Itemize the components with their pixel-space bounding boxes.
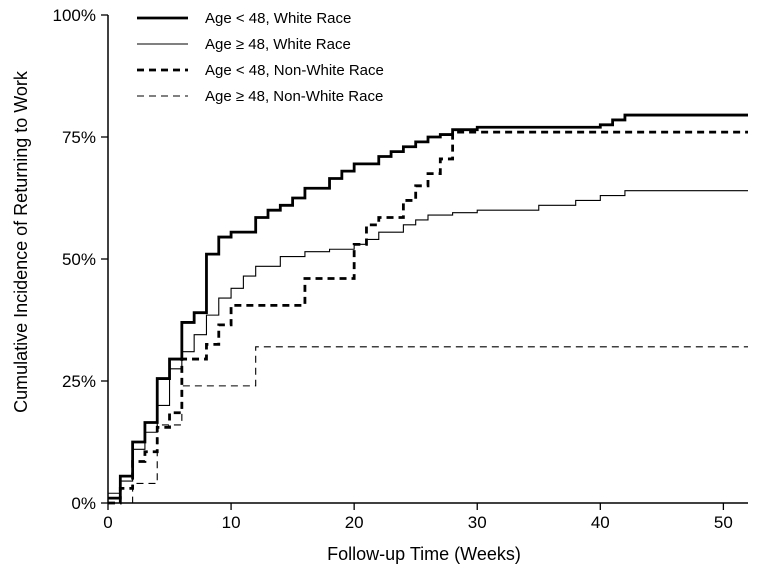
legend-label-4: Age ≥ 48, Non-White Race (205, 88, 383, 105)
x-tick-label: 30 (468, 513, 487, 532)
series-line-4 (108, 346, 748, 504)
y-tick-label: 50% (62, 250, 96, 269)
x-tick-label: 20 (345, 513, 364, 532)
x-tick-label: 10 (222, 513, 241, 532)
series-line-3 (108, 130, 748, 505)
y-tick-label: 0% (71, 494, 96, 513)
legend: Age < 48, White Race Age ≥ 48, White Race… (137, 10, 384, 105)
legend-label-1: Age < 48, White Race (205, 10, 351, 27)
y-axis-title: Cumulative Incidence of Returning to Wor… (11, 70, 31, 413)
y-tick-label: 100% (53, 6, 96, 25)
x-tick-label: 0 (103, 513, 112, 532)
x-tick-label: 40 (591, 513, 610, 532)
x-axis-title: Follow-up Time (Weeks) (327, 544, 521, 564)
y-tick-label: 25% (62, 372, 96, 391)
legend-label-2: Age ≥ 48, White Race (205, 36, 351, 53)
y-tick-label: 75% (62, 128, 96, 147)
plot-area (108, 113, 748, 505)
ticks: 0 10 20 30 40 50 0% 25% 50% 75% 100% (53, 6, 733, 532)
legend-label-3: Age < 48, Non-White Race (205, 62, 384, 79)
series-line-2 (108, 190, 748, 494)
axes (107, 15, 748, 504)
x-tick-label: 50 (714, 513, 733, 532)
